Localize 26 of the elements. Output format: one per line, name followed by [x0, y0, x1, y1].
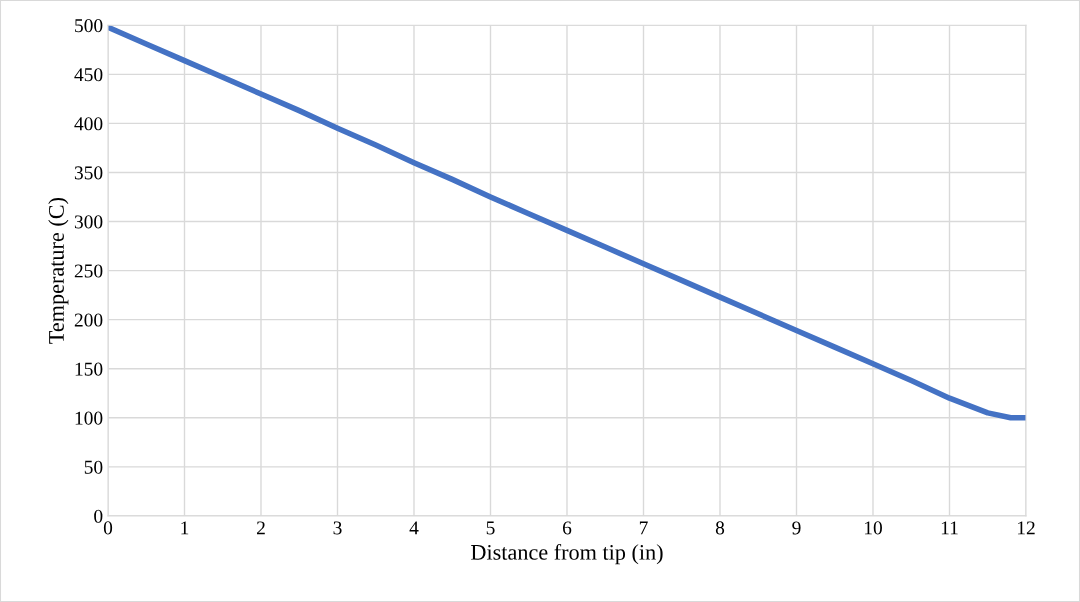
x-tick-label: 3 [333, 521, 342, 535]
y-tick-label: 0 [94, 509, 103, 523]
y-tick-label: 150 [75, 362, 103, 376]
x-tick-label: 4 [409, 521, 419, 535]
x-tick-label: 11 [941, 521, 958, 535]
y-tick-label: 300 [74, 215, 103, 229]
x-tick-label: 12 [1017, 521, 1035, 535]
y-tick-label: 200 [74, 313, 103, 327]
x-tick-label: 10 [864, 521, 882, 535]
y-tick-label: 100 [75, 411, 103, 425]
x-tick-label: 8 [715, 521, 725, 535]
x-tick-label: 2 [256, 521, 265, 535]
y-tick-label: 450 [74, 68, 103, 82]
x-tick-label: 0 [103, 521, 113, 535]
y-tick-label: 400 [74, 117, 103, 131]
x-tick-label: 9 [792, 521, 801, 535]
y-tick-label: 50 [84, 460, 103, 474]
x-tick-label: 7 [639, 521, 648, 535]
y-axis-title: Temperature (C) [48, 198, 69, 344]
x-tick-label: 1 [181, 521, 189, 535]
y-tick-label: 250 [74, 264, 103, 278]
y-tick-label: 350 [74, 166, 103, 180]
x-tick-label: 5 [486, 521, 495, 535]
x-tick-label: 6 [562, 521, 572, 535]
y-tick-label: 500 [75, 19, 103, 33]
x-axis-title: Distance from tip (in) [471, 543, 663, 565]
